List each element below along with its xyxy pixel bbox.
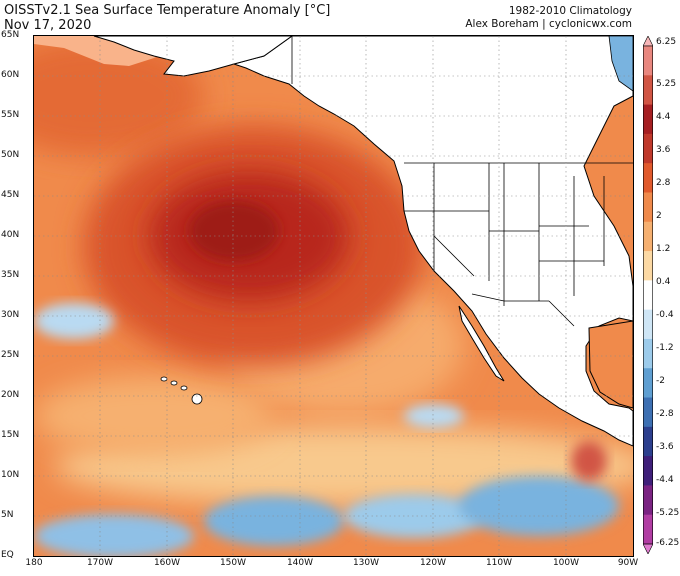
lat-label-50n: 50N (1, 150, 20, 160)
lat-label-40n: 40N (1, 230, 20, 240)
colorbar-segment (643, 104, 653, 135)
political-boundaries (291, 36, 633, 327)
anomaly-cool-equatorial-2 (34, 514, 194, 556)
lat-label-20n: 20N (1, 390, 20, 400)
map-title: OISSTv2.1 Sea Surface Temperature Anomal… (4, 3, 330, 33)
colorbar-tick-neg-2-8: -2.8 (656, 409, 674, 419)
land-alaska (93, 36, 293, 77)
colorbar-segment (643, 397, 653, 428)
colorbar-segment (643, 75, 653, 106)
anomaly-cool-east-pacific (459, 476, 619, 536)
colorbar-tick-neg-5-25: -5.25 (656, 508, 680, 518)
land-north-america (232, 36, 633, 447)
colorbar-tick-1-2: 1.2 (656, 244, 671, 254)
colorbar-segment (643, 368, 653, 399)
map-credits: 1982-2010 Climatology Alex Boreham | cyc… (465, 5, 632, 31)
lat-label-25n: 25N (1, 350, 20, 360)
lon-label-110w: 110W (485, 558, 513, 568)
lon-label-90w: 90W (617, 558, 639, 568)
sst-anomaly-field (34, 36, 633, 556)
colorbar-tick-neg-0-4: -0.4 (656, 310, 674, 320)
colorbar-tick-2: 2 (656, 211, 662, 221)
colorbar-tick-neg-1-2: -1.2 (656, 343, 674, 353)
colorbar-tick-neg-4-4: -4.4 (656, 475, 674, 485)
colorbar-tick-3-6: 3.6 (656, 145, 671, 155)
anomaly-warm-aleutian (34, 36, 204, 156)
colorbar-tick-0-4: 0.4 (656, 277, 671, 287)
anomaly-cool-equatorial-1 (204, 496, 344, 546)
colorbar-segment (643, 338, 653, 369)
colorbar-tick-6-25: 6.25 (656, 37, 677, 47)
colorbar-tick-2-8: 2.8 (656, 178, 671, 188)
lat-label-65n: 65N (1, 30, 20, 40)
lat-label-15n: 15N (1, 430, 20, 440)
colorbar-tick-5-25: 5.25 (656, 79, 677, 89)
lon-label-170w: 170W (86, 558, 114, 568)
colorbar-extend-bottom (643, 543, 653, 554)
anomaly-cool-off-mexico (404, 404, 464, 428)
climatology-label: 1982-2010 Climatology (508, 5, 632, 17)
map-title-text: OISSTv2.1 Sea Surface Temperature Anomal… (4, 3, 331, 18)
colorbar-segment (643, 309, 653, 340)
lat-label-30n: 30N (1, 310, 20, 320)
lat-label-45n: 45N (1, 190, 20, 200)
anomaly-peak-core (189, 201, 279, 261)
colorbar-tick-neg-6-25: -6.25 (656, 538, 680, 548)
colorbar-segment (643, 133, 653, 164)
colorbar-tick-4-4: 4.4 (656, 112, 671, 122)
colorbar-segment (643, 426, 653, 457)
lat-label-5n: 5N (1, 510, 14, 520)
sst-anomaly-map (33, 35, 634, 557)
gulf-of-mexico (588, 320, 633, 409)
colorbar-segment (643, 456, 653, 486)
lon-label-100w: 100W (552, 558, 580, 568)
lon-label-140w: 140W (286, 558, 314, 568)
colorbar-segment (643, 514, 653, 545)
colorbar (643, 36, 653, 554)
graticule (34, 36, 633, 556)
colorbar-segment (643, 46, 653, 76)
colorbar-segment (643, 280, 653, 311)
lat-label-60n: 60N (1, 70, 20, 80)
lat-label-55n: 55N (1, 110, 20, 120)
credit-label: Alex Boreham | cyclonicwx.com (465, 18, 632, 30)
lon-label-180: 180 (25, 558, 43, 568)
hudson-bay (608, 36, 633, 92)
land-hawaii (160, 376, 203, 405)
lon-label-130w: 130W (352, 558, 380, 568)
anomaly-weak-warm-central (34, 376, 274, 456)
land-baja-california (458, 305, 505, 382)
colorbar-frame (643, 45, 653, 545)
colorbar-segment (643, 192, 653, 223)
colorbar-tick-neg-2: -2 (656, 376, 665, 386)
map-date: Nov 17, 2020 (4, 18, 92, 33)
lon-label-120w: 120W (419, 558, 447, 568)
colorbar-segment (643, 221, 653, 252)
lon-label-150w: 150W (219, 558, 247, 568)
colorbar-extend-top (643, 36, 653, 47)
lon-label-160w: 160W (153, 558, 181, 568)
anomaly-cool-equatorial-3 (344, 494, 484, 538)
lat-label-eq: EQ (1, 550, 14, 560)
colorbar-segment (643, 485, 653, 516)
colorbar-segment (643, 251, 653, 281)
lat-label-35n: 35N (1, 270, 20, 280)
colorbar-tick-neg-3-6: -3.6 (656, 442, 674, 452)
anomaly-cool-west (34, 303, 114, 339)
anomaly-warm-central-america (571, 441, 607, 481)
colorbar-segment (643, 163, 653, 193)
lat-label-10n: 10N (1, 470, 20, 480)
